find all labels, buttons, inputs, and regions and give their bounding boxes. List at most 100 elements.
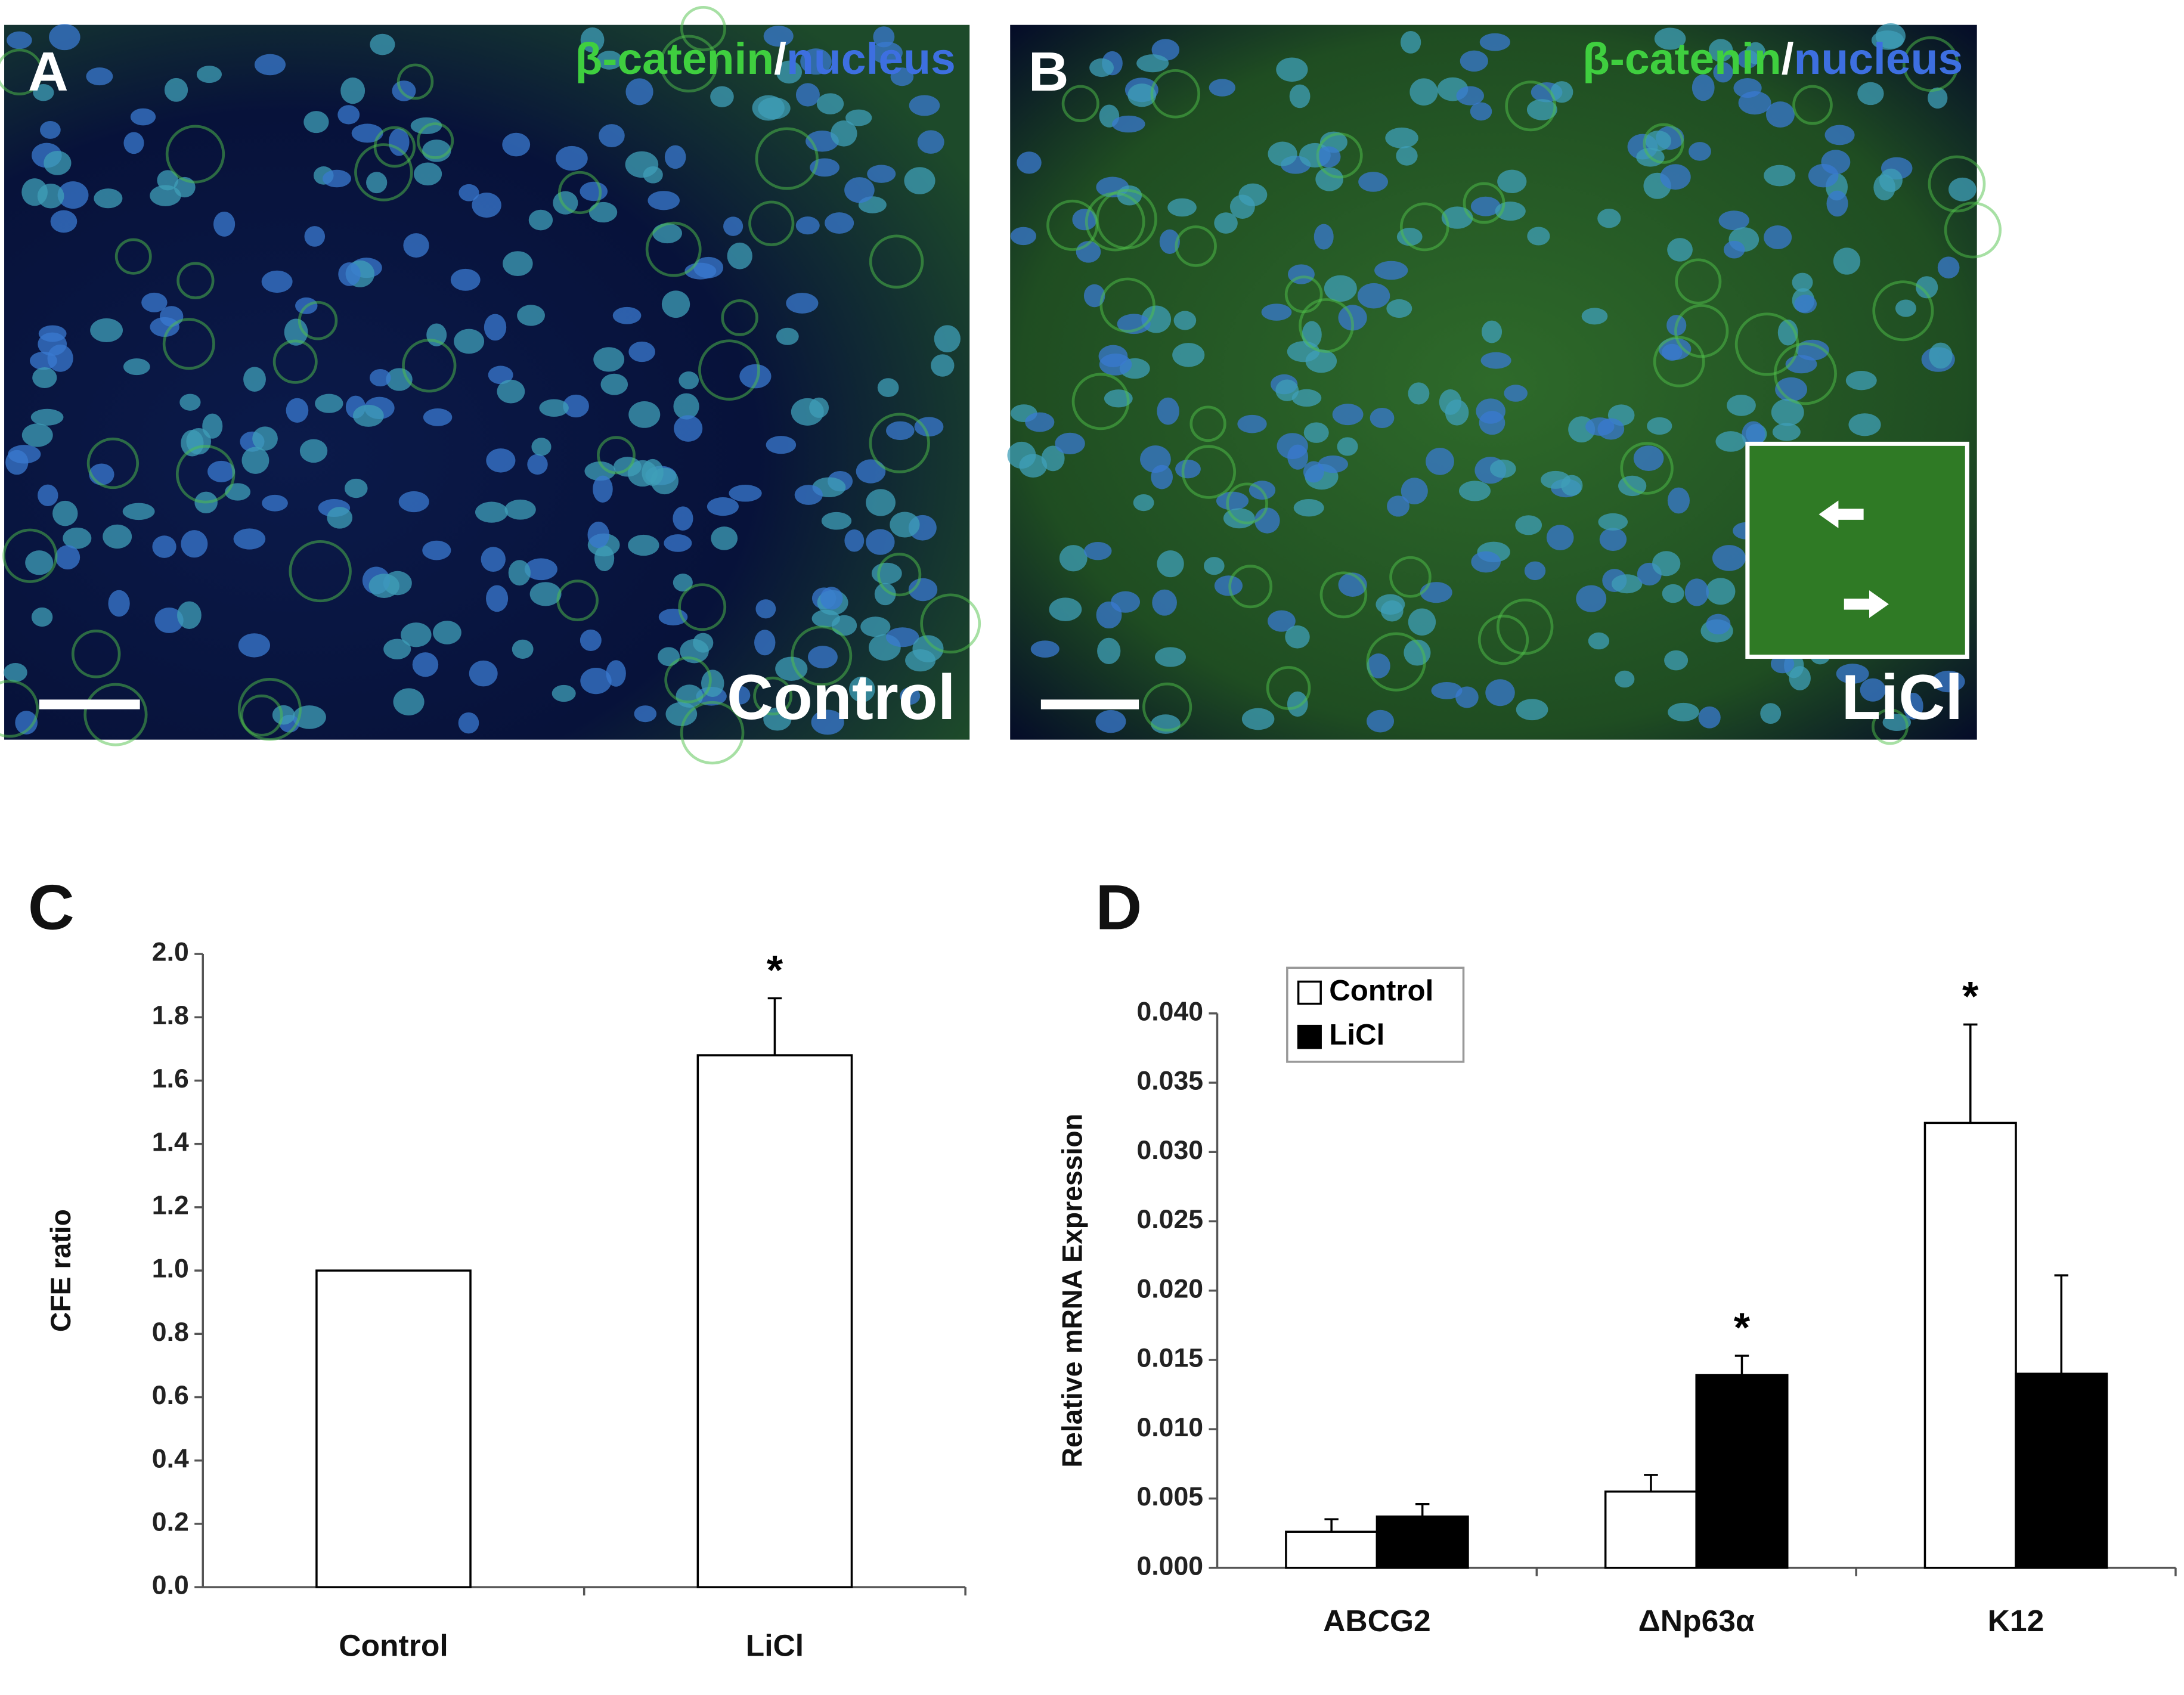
nucleus [323,169,351,188]
nucleus [758,97,791,120]
nucleus [1713,62,1733,83]
nucleus [1314,224,1334,250]
micrograph [0,5,981,765]
nucleus [539,399,569,417]
nucleus [1117,185,1142,206]
nucleus [588,202,618,223]
nucleus [1159,229,1180,254]
x-tick-label: Control [339,1629,448,1663]
nucleus [304,226,326,247]
membrane [1734,312,1799,376]
nucleus [821,512,852,530]
nucleus [1152,589,1177,616]
stain: β-catenin [575,33,775,83]
membrane [680,5,726,52]
nucleus [1049,597,1082,621]
nucleus [1845,371,1877,391]
nucleus [628,341,655,362]
nucleus [1495,202,1526,221]
membrane [1944,202,2002,259]
nucleus [1581,308,1608,325]
stain: β-catenin [1582,33,1782,83]
nucleus [867,165,896,183]
separator: / [1782,33,1794,83]
nucleus [552,684,576,702]
nucleus [1030,640,1060,658]
y-tick-label: 0.010 [1137,1413,1204,1442]
membrane [680,701,745,765]
nucleus [648,191,680,210]
nucleus [1302,321,1322,348]
nucleus [152,535,176,558]
nucleus [1287,691,1308,717]
nucleus [1173,311,1197,330]
y-tick-label: 1.0 [152,1254,189,1284]
counterstain: nucleus [786,33,956,83]
nucleus [1396,145,1418,166]
membrane [402,339,457,393]
membrane [1653,336,1705,388]
nucleus [1708,39,1733,62]
nucleus [47,344,73,372]
membrane [237,678,302,741]
nucleus [261,270,293,293]
nucleus [21,423,53,447]
y-tick-label: 0.020 [1137,1275,1204,1304]
nucleus [1833,247,1861,275]
y-tick-label: 1.4 [152,1128,189,1157]
membrane [86,437,140,489]
nucleus [1303,422,1329,443]
nucleus [674,415,703,442]
nucleus [1055,432,1085,455]
y-tick-label: 1.8 [152,1001,189,1030]
nucleus [1706,613,1731,635]
nucleus [1209,79,1236,97]
nucleus [1387,495,1410,517]
membrane [1463,182,1505,224]
nucleus [450,268,481,291]
nucleus [917,130,944,154]
nucleus [1059,545,1088,572]
nucleus [794,485,823,505]
nucleus [39,121,61,139]
nucleus [652,223,683,244]
nucleus [860,616,891,637]
membrane [272,339,318,384]
legend-label: LiCl [1329,1019,1384,1051]
y-tick-label: 0.015 [1137,1344,1204,1373]
nucleus [1084,541,1112,560]
nucleus [1836,664,1869,684]
nucleus [528,209,553,231]
nucleus [1588,632,1610,650]
nucleus [811,609,840,628]
nucleus [238,633,271,658]
bar [1923,1121,2017,1569]
membrane [373,126,416,168]
membrane [869,413,930,473]
nucleus [1303,461,1324,483]
nucleus [1127,83,1157,107]
nucleus [1167,198,1197,217]
legend-label: Control [1329,975,1433,1007]
nucleus [1515,515,1542,535]
nucleus [820,587,843,610]
nucleus [1576,585,1607,612]
nucleus [1723,240,1745,259]
nucleus [890,512,920,538]
nucleus [1291,389,1322,407]
nucleus [340,78,365,104]
nucleus [600,373,628,395]
nucleus [344,478,368,498]
nucleus [1293,499,1324,517]
nucleus [1112,115,1145,133]
membrane [1266,666,1311,710]
nucleus [596,51,622,70]
nucleus [1097,637,1121,664]
bar [696,1054,853,1588]
membrane [165,125,225,184]
nucleus [1706,578,1736,605]
nucleus [594,545,615,572]
nucleus [1660,164,1691,190]
membrane [721,299,758,336]
membrane [1142,682,1192,732]
